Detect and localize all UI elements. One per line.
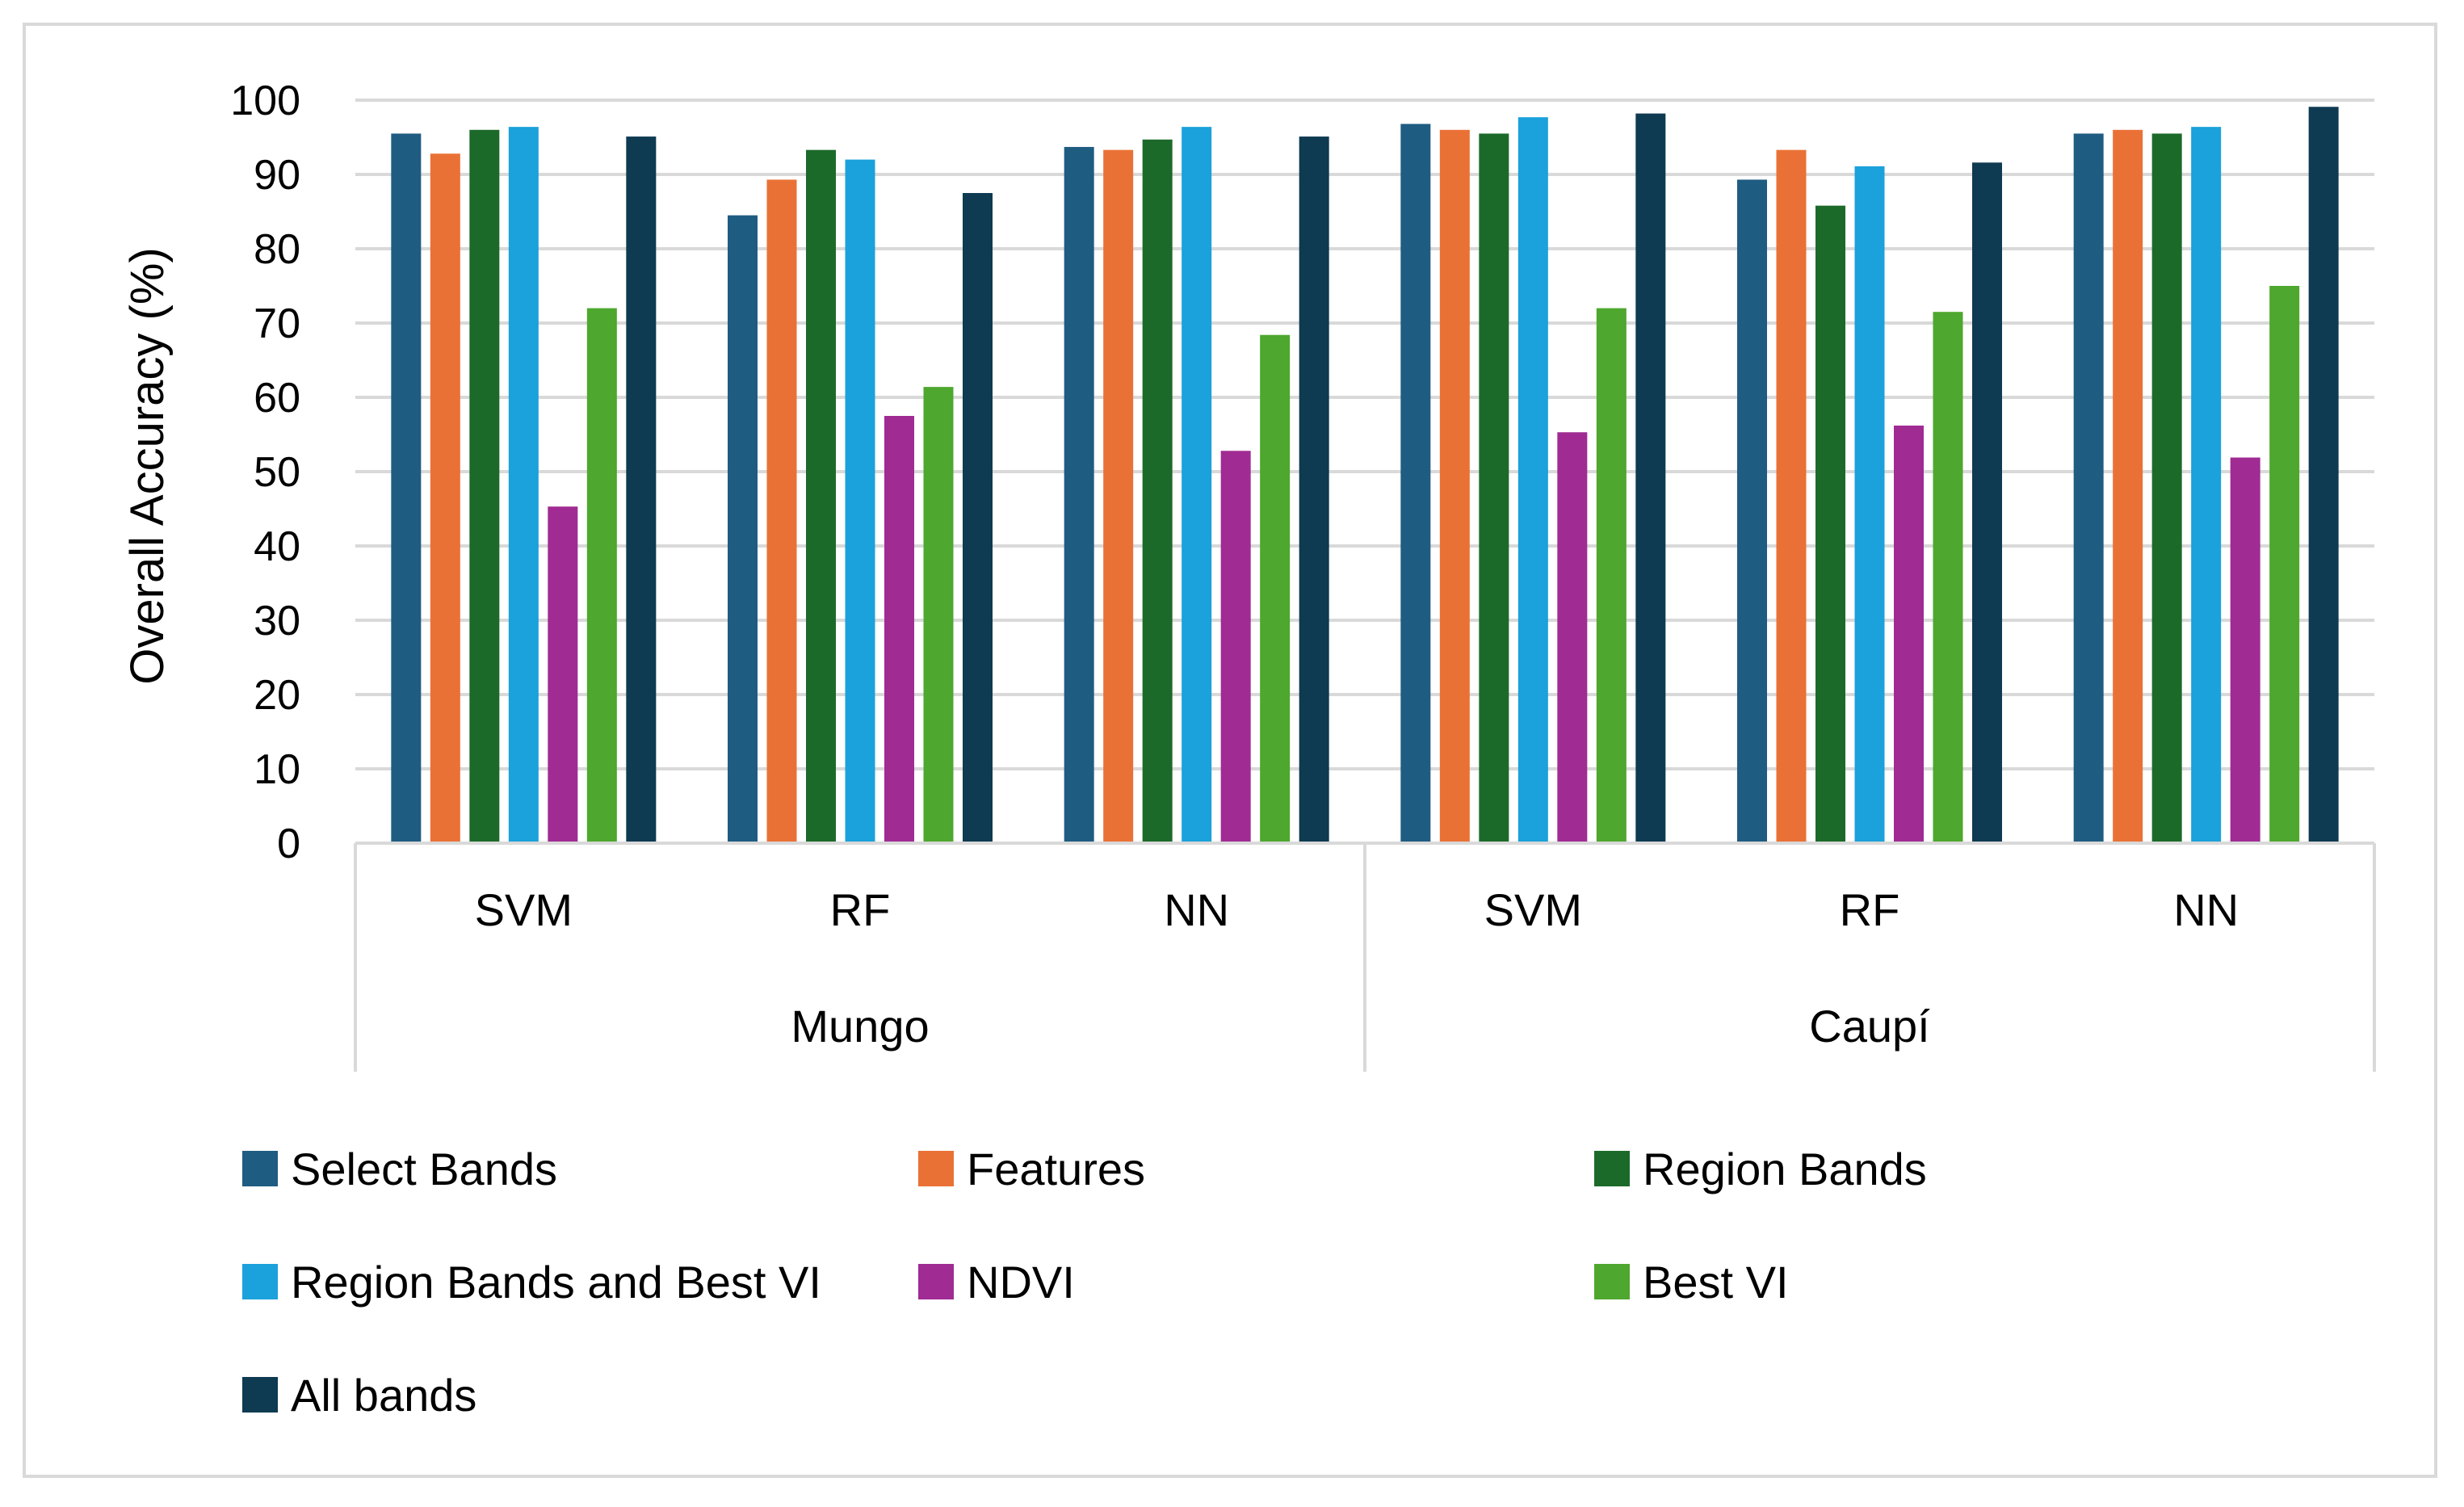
bar-region-bands-2 [1142,139,1173,843]
bar-chart: 0 10 20 30 40 50 60 70 80 90 100 SVM RF NN SVM RF NN Mun… [121,78,2376,1421]
bar-ndvi-0 [548,506,578,843]
bar-select-bands-3 [1400,124,1431,843]
y-tick-label-90: 90 [254,152,300,199]
bar-select-bands-0 [391,133,422,843]
bar-features-3 [1439,129,1470,844]
legend-swatch-region-bands [1594,1151,1630,1186]
y-axis-ticks: 0 10 20 30 40 50 60 70 80 90 100 [230,78,300,867]
category-label-5: NN [2173,884,2239,935]
legend-label-all-bands: All bands [291,1370,476,1421]
bar-region-bands-3 [1479,133,1509,843]
bar-select-bands-4 [1737,179,1767,843]
legend-label-best-vi: Best VI [1643,1257,1789,1308]
bar-all-bands-2 [1299,136,1329,843]
bar-region-bands-and-best-vi-2 [1182,127,1212,843]
legend-label-ndvi: NDVI [967,1257,1075,1308]
group-label-1: Caupí [1809,1001,1930,1052]
bar-all-bands-3 [1635,113,1666,843]
bar-best-vi-3 [1596,308,1627,844]
bar-select-bands-5 [2073,133,2104,843]
legend-label-region-bands-and-best-vi: Region Bands and Best VI [291,1257,821,1308]
bar-ndvi-4 [1894,425,1924,843]
bar-best-vi-1 [923,387,954,843]
bars [391,107,2339,844]
bar-region-bands-5 [2151,133,2182,843]
y-tick-label-0: 0 [277,821,300,867]
bar-region-bands-and-best-vi-4 [1854,166,1885,843]
bar-features-5 [2113,129,2143,844]
bar-features-0 [430,153,460,844]
y-tick-label-30: 30 [254,598,300,644]
bar-region-bands-and-best-vi-0 [508,127,539,843]
bar-features-2 [1103,149,1134,843]
bar-all-bands-5 [2308,107,2339,843]
y-axis-title: Overall Accuracy (%) [121,247,174,684]
bar-region-bands-and-best-vi-3 [1517,117,1548,843]
y-tick-label-20: 20 [254,672,300,719]
y-tick-label-50: 50 [254,449,300,496]
bar-ndvi-5 [2230,457,2260,843]
bar-region-bands-and-best-vi-5 [2191,127,2222,843]
legend-swatch-best-vi [1594,1264,1630,1299]
y-tick-label-60: 60 [254,375,300,422]
category-label-3: SVM [1484,884,1582,935]
y-tick-label-70: 70 [254,300,300,347]
bar-region-bands-0 [469,129,500,844]
category-label-1: RF [830,884,891,935]
bar-best-vi-5 [2269,286,2300,843]
bar-all-bands-1 [963,193,993,843]
chart-frame: 0 10 20 30 40 50 60 70 80 90 100 SVM RF NN SVM RF NN Mun… [23,23,2437,1478]
bar-ndvi-2 [1220,451,1251,843]
bar-features-4 [1776,149,1807,843]
category-label-4: RF [1840,884,1900,935]
bar-features-1 [766,179,797,843]
group-label-0: Mungo [791,1001,929,1052]
y-tick-label-10: 10 [254,746,300,793]
legend-label-region-bands: Region Bands [1643,1144,1927,1194]
legend-label-select-bands: Select Bands [291,1144,557,1194]
x-axis [354,842,2376,1072]
bar-region-bands-and-best-vi-1 [845,159,875,844]
bar-ndvi-1 [884,416,914,843]
bar-region-bands-1 [806,149,836,843]
bar-all-bands-0 [626,136,657,843]
bar-best-vi-0 [586,308,617,844]
legend-swatch-region-bands-and-best-vi [242,1264,278,1299]
legend-label-features: Features [967,1144,1145,1194]
y-tick-label-40: 40 [254,523,300,570]
bar-select-bands-2 [1064,146,1094,843]
bar-best-vi-4 [1933,312,1963,843]
category-label-0: SVM [475,884,573,935]
gridlines [355,99,2374,770]
legend-swatch-select-bands [242,1151,278,1186]
bar-region-bands-4 [1815,205,1845,843]
bar-all-bands-4 [1972,162,2002,843]
legend-swatch-all-bands [242,1377,278,1413]
legend-swatch-ndvi [918,1264,954,1299]
category-label-2: NN [1164,884,1229,935]
y-tick-label-80: 80 [254,226,300,273]
legend-swatch-features [918,1151,954,1186]
bar-select-bands-1 [728,215,758,844]
legend: Select Bands Features Region Bands Region B… [242,1144,1927,1421]
bar-ndvi-3 [1557,432,1588,843]
bar-best-vi-2 [1260,334,1291,844]
y-tick-label-100: 100 [230,78,300,124]
category-labels: SVM RF NN SVM RF NN Mungo Caupí [475,884,2239,1052]
